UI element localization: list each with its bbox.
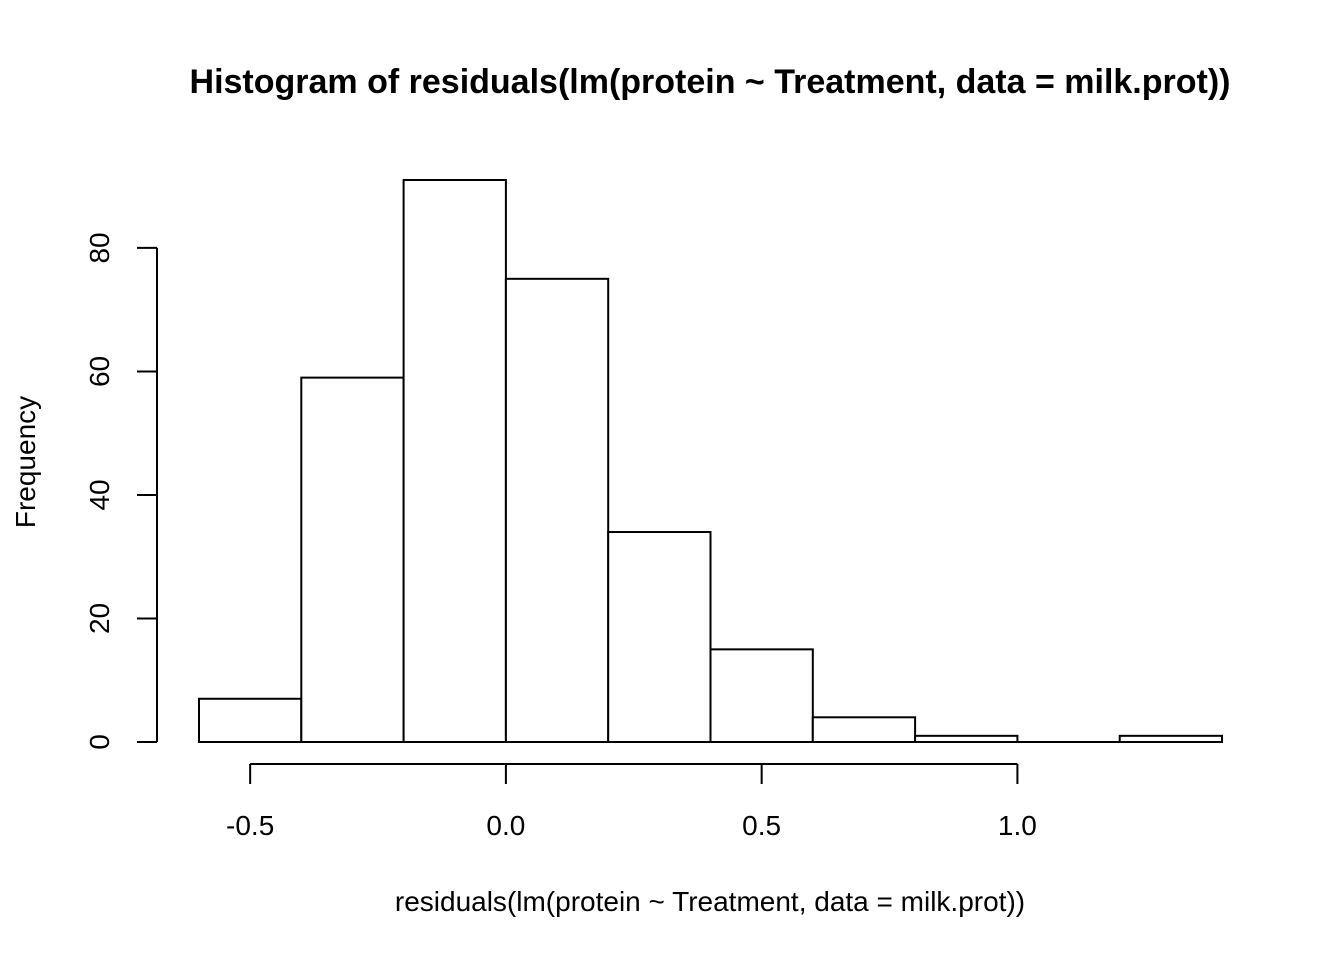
histogram-bar [709,648,814,743]
y-axis-label: Frequency [10,396,41,528]
histogram-bar [811,716,917,743]
histogram-bar [1118,734,1223,743]
y-axis: 0 20 40 60 80 [84,232,158,750]
y-tick-label: 40 [84,479,115,510]
histogram-bar [504,277,610,743]
x-tick-label: 0.0 [486,810,525,841]
y-tick-label: 60 [84,356,115,387]
histogram-bar [607,531,712,743]
chart-title: Histogram of residuals(lm(protein ~ Trea… [190,63,1231,101]
x-axis: -0.5 0.0 0.5 1.0 [226,763,1037,841]
x-axis-label: residuals(lm(protein ~ Treatment, data =… [395,886,1025,917]
histogram-bar [914,734,1019,743]
x-tick-label: -0.5 [226,810,274,841]
y-tick-label: 20 [84,603,115,634]
y-tick-label: 0 [84,734,115,750]
histogram-bar [402,179,507,743]
histogram-bar [198,697,303,743]
x-tick-label: 0.5 [742,810,781,841]
histogram-bars [198,179,1223,743]
y-tick-label: 80 [84,232,115,263]
histogram-bar [300,376,405,743]
x-tick-label: 1.0 [998,810,1037,841]
